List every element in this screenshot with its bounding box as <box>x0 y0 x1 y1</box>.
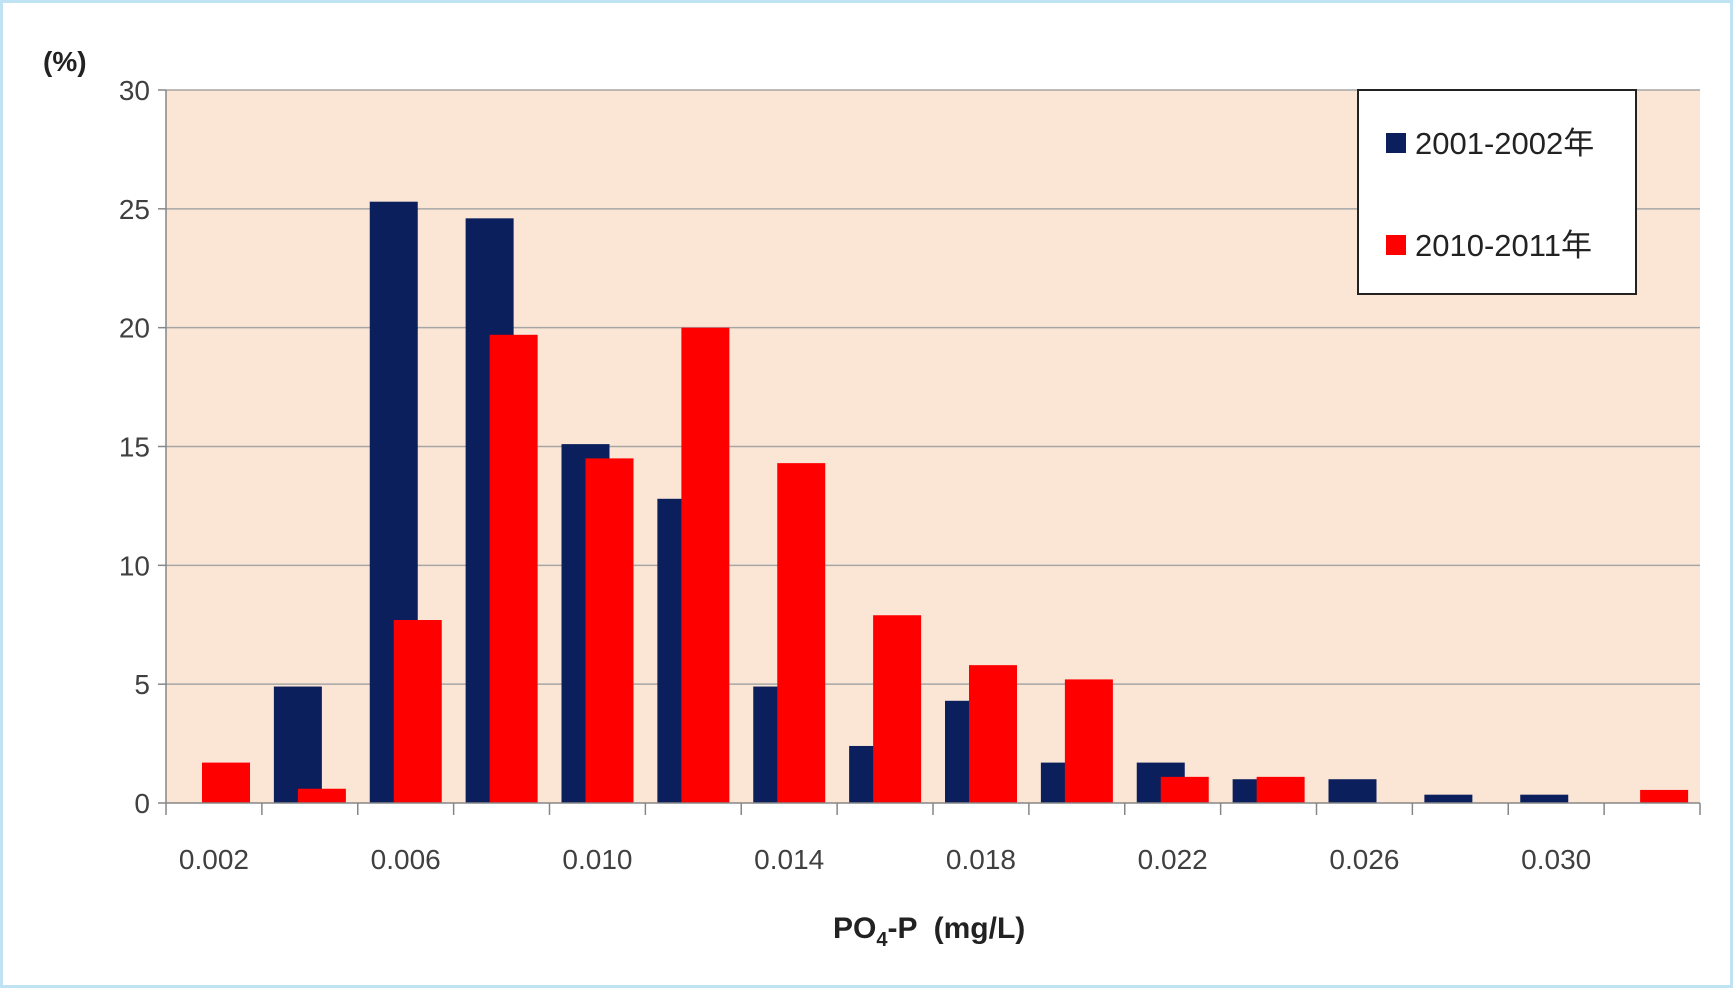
legend-swatch-2001-2002 <box>1386 133 1406 153</box>
bar-2001-2002-0.004 <box>273 686 322 803</box>
bar-2010-2011-0.006 <box>393 619 442 803</box>
x-tick-label-0.030: 0.030 <box>1521 844 1591 875</box>
x-axis-title: PO4-P (mg/L) <box>833 912 1025 951</box>
bar-2001-2002-0.028 <box>1424 794 1473 803</box>
bar-2010-2011-0.032 <box>1640 789 1689 803</box>
y-tick-label-10: 10 <box>119 550 150 581</box>
y-tick-label-5: 5 <box>134 669 150 700</box>
axes <box>158 89 1701 815</box>
bar-2010-2011-0.018 <box>969 665 1017 803</box>
x-axis-title-rest: -P (mg/L) <box>887 912 1025 945</box>
bar-2001-2002-0.030 <box>1520 794 1569 803</box>
x-axis-title-subscript: 4 <box>876 929 888 951</box>
legend-swatch-2010-2011 <box>1386 235 1406 255</box>
bar-2010-2011-0.002 <box>202 762 250 803</box>
y-tick-label-25: 25 <box>119 194 150 225</box>
bar-2010-2011-0.024 <box>1256 776 1305 803</box>
legend: 2001-2002年 2010-2011年 <box>1357 89 1637 295</box>
y-tick-label-30: 30 <box>119 75 150 106</box>
y-tick-label-20: 20 <box>119 313 150 344</box>
bar-2010-2011-0.014 <box>777 463 826 803</box>
x-tick-label-0.010: 0.010 <box>562 844 632 875</box>
x-tick-label-0.006: 0.006 <box>371 844 441 875</box>
bar-2010-2011-0.022 <box>1160 776 1209 803</box>
y-tick-label-15: 15 <box>119 432 150 463</box>
legend-label-2010-2011: 2010-2011年 <box>1415 228 1592 263</box>
x-tick-label-0.014: 0.014 <box>754 844 824 875</box>
y-tick-label-0: 0 <box>134 788 150 819</box>
bar-2010-2011-0.020 <box>1064 679 1113 803</box>
bars <box>202 201 1689 804</box>
x-tick-label-0.026: 0.026 <box>1329 844 1399 875</box>
bar-2010-2011-0.004 <box>297 788 346 803</box>
bar-chart: 0 5 10 15 20 25 30 0.002 0.006 0.010 0.014 0.018 0.0… <box>43 46 1701 951</box>
tick-labels: 0 5 10 15 20 25 30 0.002 0.006 0.010 0.014 0.018 0.0… <box>119 75 1591 875</box>
y-axis-unit: (%) <box>43 46 87 77</box>
bar-2010-2011-0.012 <box>681 327 730 803</box>
x-tick-label-0.022: 0.022 <box>1138 844 1208 875</box>
legend-box <box>1357 89 1637 295</box>
x-tick-label-0.018: 0.018 <box>946 844 1016 875</box>
x-tick-label-0.002: 0.002 <box>179 844 249 875</box>
bar-2010-2011-0.010 <box>585 458 634 803</box>
bar-2001-2002-0.026 <box>1328 779 1377 803</box>
legend-label-2001-2002: 2001-2002年 <box>1415 126 1594 161</box>
bar-2010-2011-0.016 <box>873 615 922 803</box>
x-axis-title-main: PO <box>833 912 876 945</box>
bar-2010-2011-0.008 <box>489 334 538 803</box>
